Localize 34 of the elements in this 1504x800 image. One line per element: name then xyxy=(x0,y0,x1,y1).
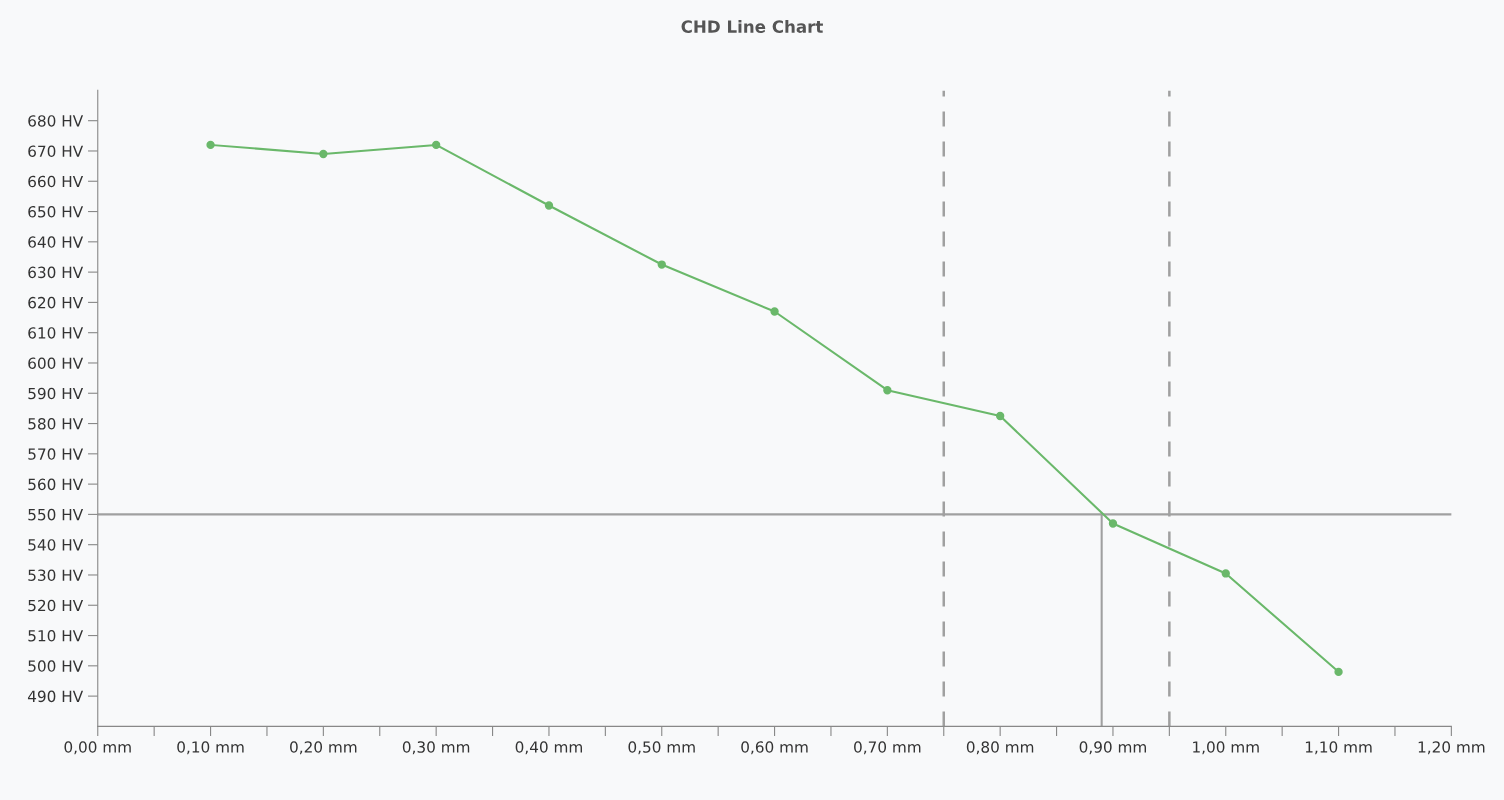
y-tick-label: 610 HV xyxy=(28,327,84,339)
y-tick-label: 620 HV xyxy=(28,296,84,309)
y-tick-label: 580 HV xyxy=(28,418,84,430)
x-tick-label: 0,70 mm xyxy=(854,741,921,755)
y-tick-label: 650 HV xyxy=(28,206,84,218)
x-tick-label: 0,90 mm xyxy=(1079,741,1146,755)
y-tick-label: 680 HV xyxy=(28,115,84,127)
y-tick-label: 590 HV xyxy=(28,387,84,400)
x-tick-label: 0,40 mm xyxy=(515,741,582,755)
y-tick-label: 500 HV xyxy=(28,660,84,672)
y-tick-label: 510 HV xyxy=(28,630,84,642)
x-tick-label: 1,20 mm xyxy=(1418,741,1485,755)
x-tick-label: 1,10 mm xyxy=(1305,741,1372,755)
x-tick-label: 0,00 mm xyxy=(64,741,131,755)
y-tick-label: 560 HV xyxy=(28,478,84,491)
y-tick-label: 490 HV xyxy=(27,690,84,703)
y-tick-label: 600 HV xyxy=(28,357,84,369)
y-tick-label: 660 HV xyxy=(28,175,84,188)
x-tick-label: 0,20 mm xyxy=(290,741,357,755)
x-tick-label: 0,80 mm xyxy=(966,741,1034,755)
y-tick-label: 550 HV xyxy=(28,508,84,521)
y-tick-label: 540 HV xyxy=(28,539,84,551)
y-tick-label: 630 HV xyxy=(28,266,84,279)
x-tick-label: 0,30 mm xyxy=(402,741,470,755)
y-tick-label: 670 HV xyxy=(28,145,84,157)
x-tick-label: 0,50 mm xyxy=(628,741,695,755)
y-tick-label: 570 HV xyxy=(28,448,84,460)
x-tick-label: 0,60 mm xyxy=(741,741,808,755)
y-tick-label: 520 HV xyxy=(28,599,84,612)
y-tick-label: 640 HV xyxy=(28,236,84,248)
x-tick-label: 0,10 mm xyxy=(177,741,244,755)
y-tick-label: 530 HV xyxy=(28,569,84,581)
chart-title: CHD Line Chart xyxy=(681,20,823,33)
x-tick-label: 1,00 mm xyxy=(1193,741,1259,755)
